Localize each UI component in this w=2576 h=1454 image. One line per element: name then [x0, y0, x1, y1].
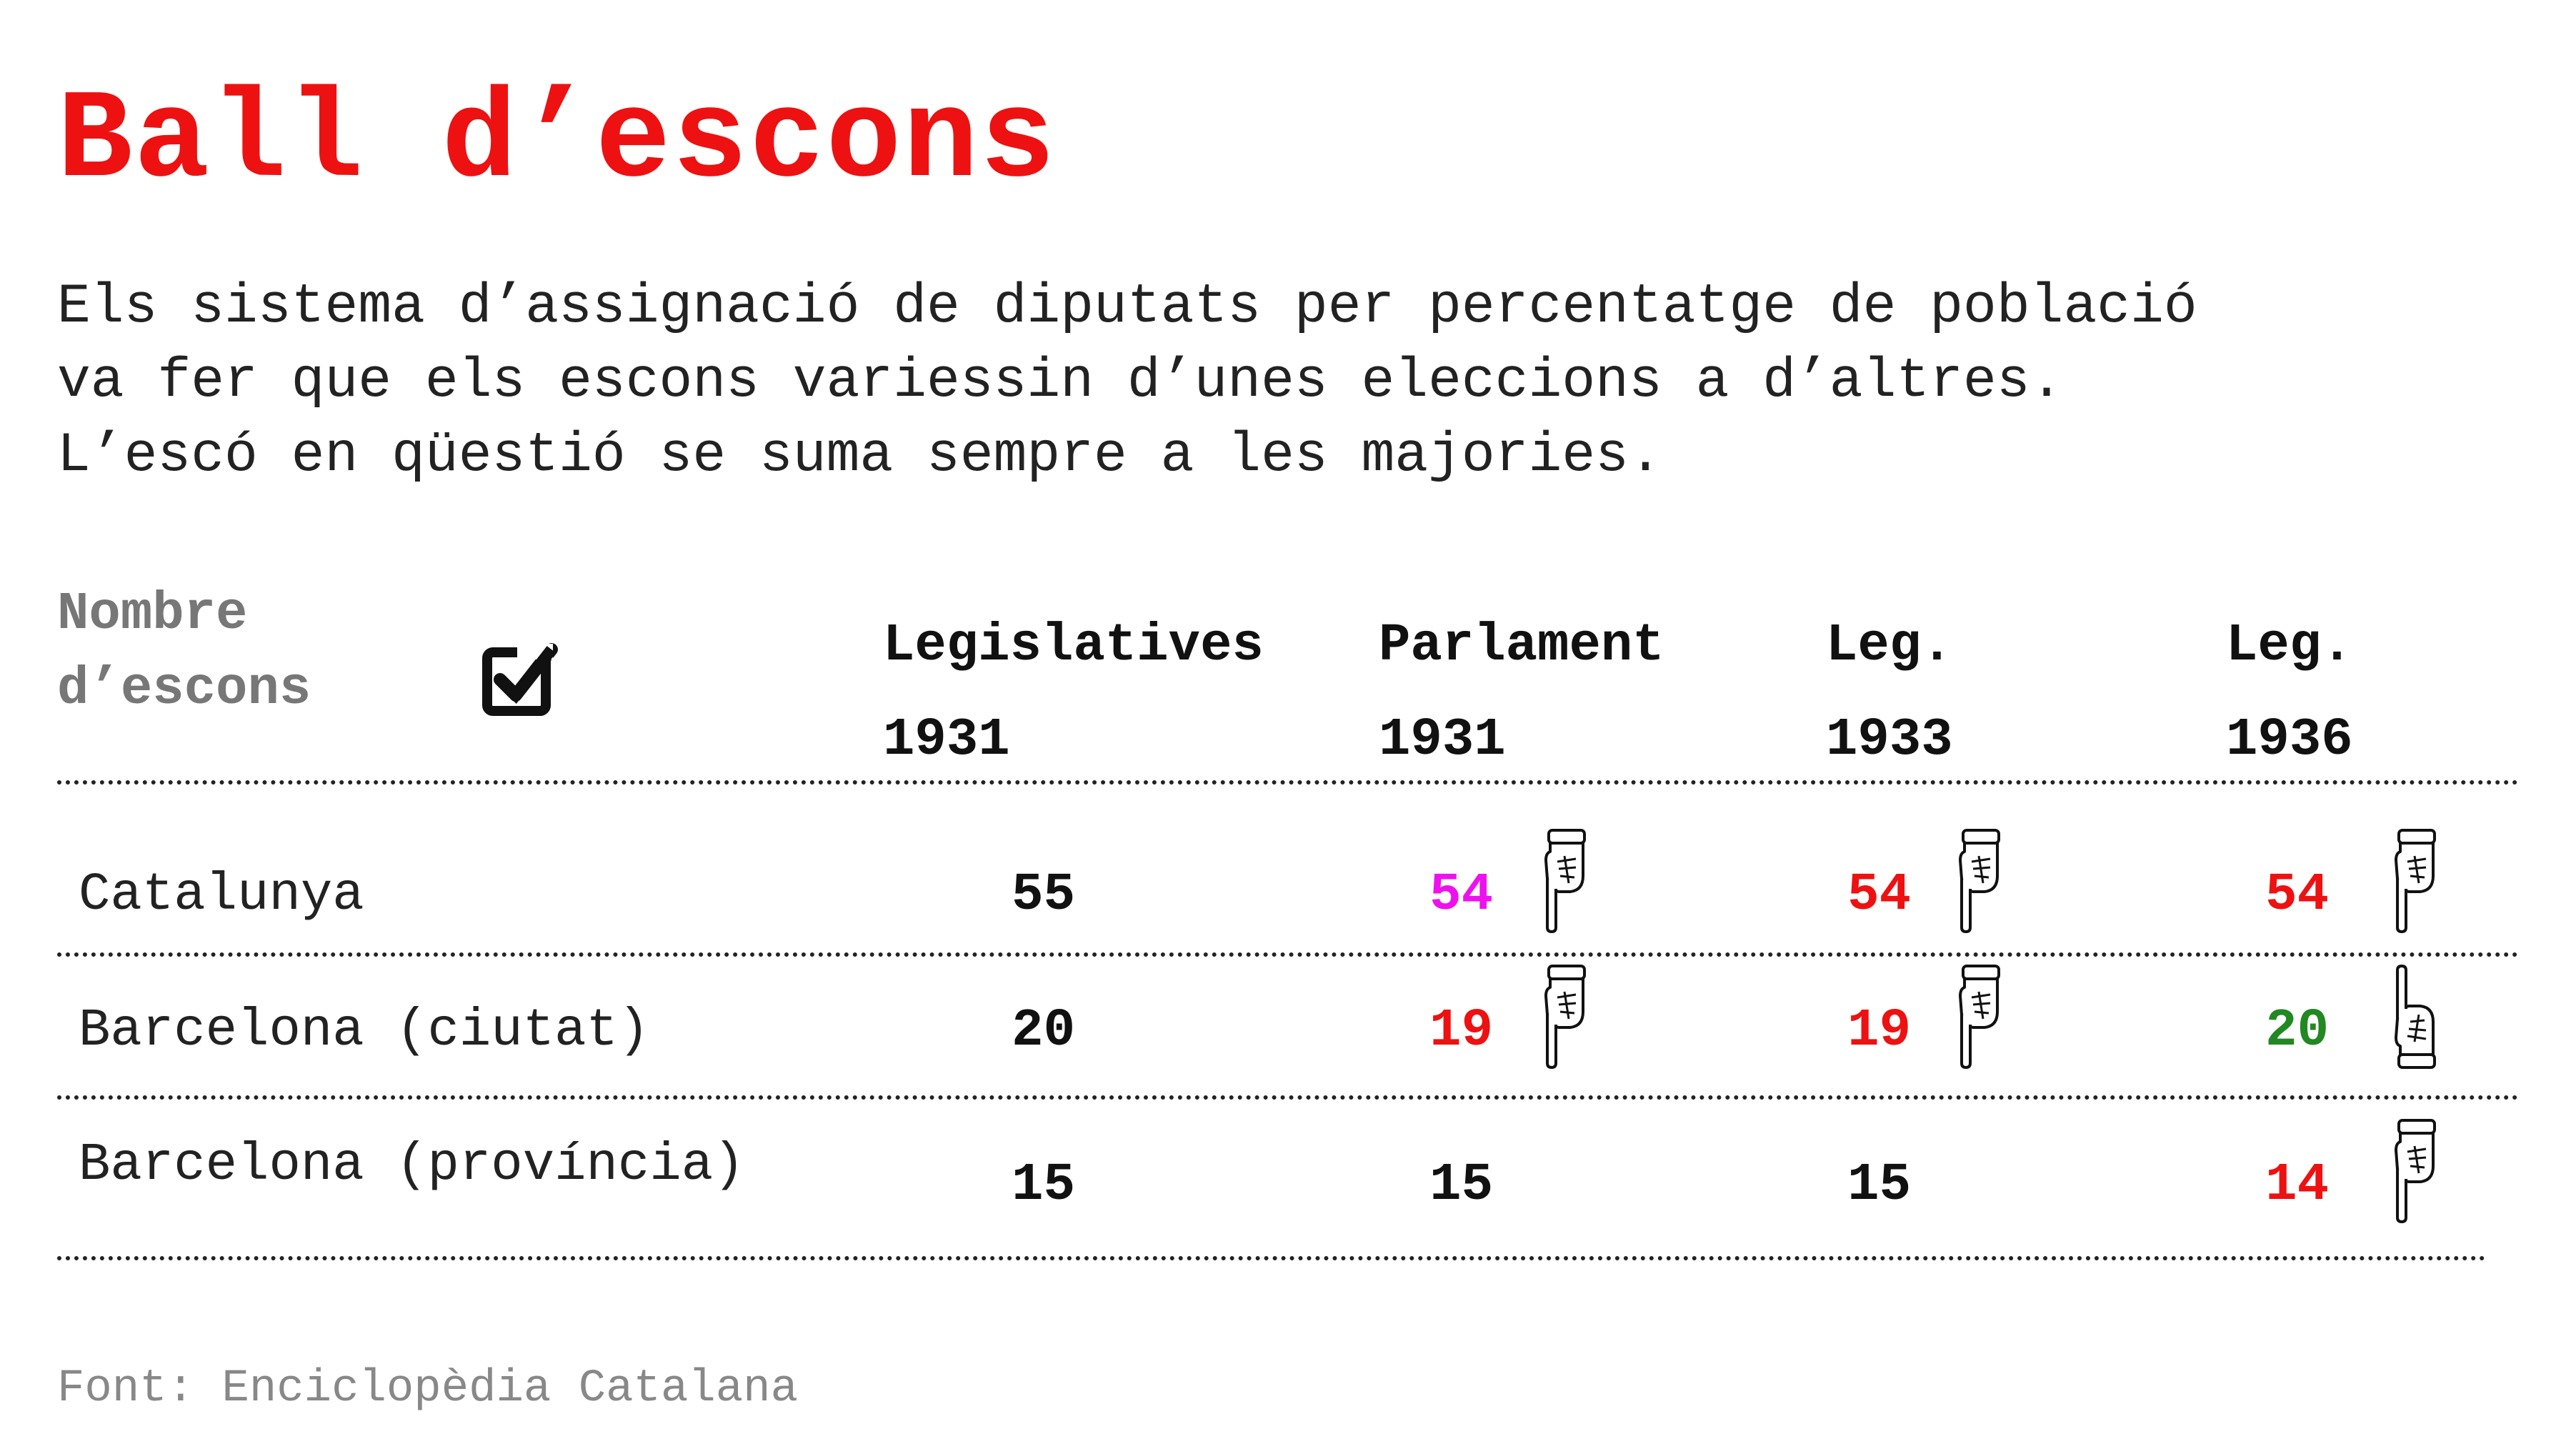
- pointing-hand-up-icon: [2395, 965, 2436, 1069]
- column-header-line-2: 1933: [1826, 710, 1953, 770]
- subtitle-line-1: Els sistema d’assignació de diputats per…: [57, 276, 2197, 339]
- column-header-line-1: Legislatives: [883, 616, 1264, 676]
- seat-value: 15: [1429, 1155, 1493, 1215]
- column-header-leg-1933: Leg. 1933: [1826, 599, 1953, 787]
- seats-header-line-1: Nombre: [57, 584, 248, 644]
- pointing-hand-down-icon: [2395, 829, 2436, 933]
- subtitle-line-3: L’escó en qüestió se suma sempre a les m…: [57, 424, 1662, 487]
- row-divider: [57, 952, 2519, 957]
- column-header-line-2: 1931: [883, 710, 1010, 770]
- seat-value: 14: [2265, 1155, 2329, 1215]
- seat-value: 54: [1429, 865, 1493, 925]
- row-divider: [57, 1095, 2519, 1100]
- seat-value: 15: [1012, 1155, 1075, 1215]
- source-note: Font: Enciclopèdia Catalana: [57, 1363, 798, 1415]
- column-header-line-1: Leg.: [1826, 616, 1953, 676]
- seat-value: 19: [1847, 1001, 1911, 1061]
- seat-value: 20: [1012, 1001, 1075, 1061]
- subtitle: Els sistema d’assignació de diputats per…: [57, 270, 2522, 493]
- seat-value: 20: [2265, 1001, 2329, 1061]
- seats-header-label: Nombre d’escons: [57, 577, 311, 727]
- seat-value: 54: [2265, 865, 2329, 925]
- column-header-parlament-1931: Parlament 1931: [1379, 599, 1664, 787]
- subtitle-line-2: va fer que els escons variessin d’unes e…: [57, 350, 2064, 413]
- column-header-line-2: 1931: [1379, 710, 1506, 770]
- row-label-barcelona-ciutat: Barcelona (ciutat): [79, 1001, 650, 1061]
- column-header-line-1: Parlament: [1379, 616, 1664, 676]
- pointing-hand-down-icon: [1959, 829, 2000, 933]
- pointing-hand-down-icon: [1544, 965, 1586, 1069]
- page-title: Ball d’escons: [57, 70, 1057, 213]
- pointing-hand-down-icon: [1959, 965, 2000, 1069]
- header-divider: [57, 780, 2519, 785]
- checkbox-checked-icon: [482, 643, 558, 716]
- column-header-legislatives-1931: Legislatives 1931: [883, 599, 1264, 787]
- seat-value: 15: [1847, 1155, 1911, 1215]
- seats-header-line-2: d’escons: [57, 659, 311, 719]
- pointing-hand-down-icon: [2395, 1119, 2436, 1223]
- table-bottom-divider: [57, 1256, 2486, 1260]
- column-header-line-1: Leg.: [2226, 616, 2353, 676]
- column-header-leg-1936: Leg. 1936: [2226, 599, 2353, 787]
- pointing-hand-down-icon: [1544, 829, 1586, 933]
- seat-value: 19: [1429, 1001, 1493, 1061]
- column-header-line-2: 1936: [2226, 710, 2353, 770]
- seat-value: 55: [1012, 865, 1075, 925]
- seat-value: 54: [1847, 865, 1911, 925]
- row-label-barcelona-provincia: Barcelona (província): [79, 1135, 745, 1195]
- row-label-catalunya: Catalunya: [79, 865, 364, 925]
